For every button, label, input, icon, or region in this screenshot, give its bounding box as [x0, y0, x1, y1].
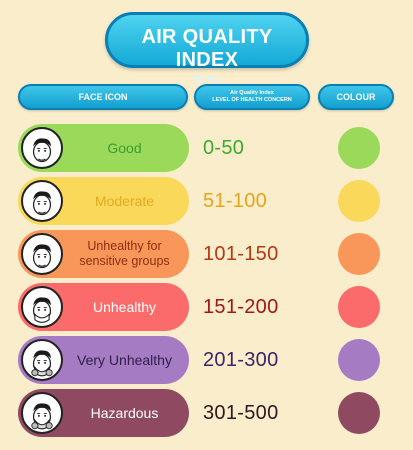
health-level-label: Hazardous [90, 405, 159, 421]
colour-swatch [338, 339, 380, 381]
colour-swatch [338, 286, 380, 328]
aqi-range: 0-50 [203, 137, 245, 159]
health-level-label: Good [107, 140, 142, 156]
aqi-range: 151-200 [203, 296, 279, 318]
colour-swatch [338, 392, 380, 434]
colour-swatch [338, 233, 380, 275]
face-icon [21, 127, 63, 169]
header-aqi: Air Quality Index LEVEL OF HEALTH CONCER… [194, 84, 310, 110]
face-icon [21, 233, 63, 275]
header-colour: COLOUR [318, 84, 394, 110]
header-aqi-line1: Air Quality Index [230, 90, 274, 96]
title-banner: AIR QUALITY INDEX US AQI [105, 12, 309, 84]
face-icon [21, 392, 63, 434]
health-level-label: Unhealthy for sensitive groups [79, 239, 170, 268]
page-subtitle: US AQI [193, 75, 221, 84]
health-level-label: Moderate [94, 193, 155, 209]
colour-swatch [338, 127, 380, 169]
face-icon [21, 339, 63, 381]
health-level-label: Unhealthy [92, 299, 157, 315]
header-face-icon: FACE ICON [18, 84, 188, 110]
aqi-range: 201-300 [203, 349, 279, 371]
face-icon [21, 286, 63, 328]
aqi-row-pill: Hazardous [18, 389, 189, 437]
aqi-row-pill: Moderate [18, 177, 189, 225]
aqi-row-pill: Very Unhealthy [18, 336, 189, 384]
header-aqi-line2: LEVEL OF HEALTH CONCERN [212, 97, 292, 103]
aqi-row-pill: Good [18, 124, 189, 172]
aqi-row-pill: Unhealthy [18, 283, 189, 331]
face-icon [21, 180, 63, 222]
aqi-range: 101-150 [203, 243, 279, 265]
page-title: AIR QUALITY INDEX [141, 26, 273, 71]
aqi-range: 301-500 [203, 402, 279, 424]
colour-swatch [338, 180, 380, 222]
aqi-range: 51-100 [203, 190, 268, 212]
health-level-label: Very Unhealthy [77, 352, 172, 368]
aqi-row-pill: Unhealthy for sensitive groups [18, 230, 189, 278]
